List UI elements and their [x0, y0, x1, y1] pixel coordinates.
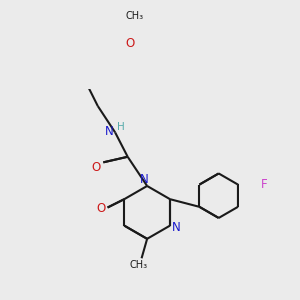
Text: O: O — [92, 161, 101, 174]
Text: CH₃: CH₃ — [125, 11, 143, 21]
Text: CH₃: CH₃ — [129, 260, 147, 270]
Text: F: F — [261, 178, 268, 191]
Text: N: N — [105, 124, 114, 137]
Text: O: O — [97, 202, 106, 215]
Text: N: N — [172, 221, 181, 234]
Text: H: H — [117, 122, 124, 132]
Text: N: N — [140, 172, 149, 185]
Text: O: O — [125, 37, 134, 50]
